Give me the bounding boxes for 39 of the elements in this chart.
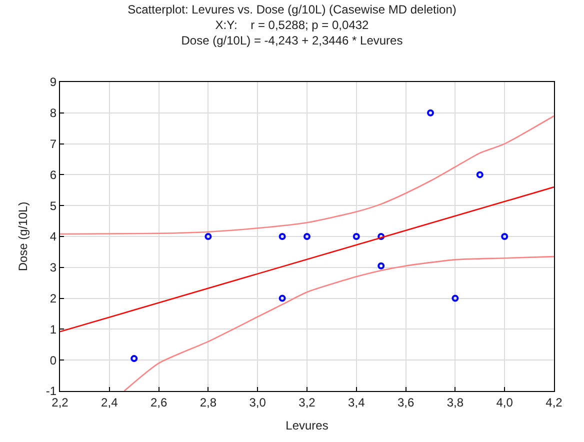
text: Dose (g/10L) = -4,243 + 2,3446 * Levures [181, 33, 403, 48]
x-tick-label: 2,4 [101, 395, 118, 410]
point [378, 233, 385, 240]
chart-subtitle: X:Y: r = 0,5288; p = 0,0432 [215, 18, 370, 32]
x-tick-label: 3,2 [298, 395, 316, 410]
y-tick-label: 4 [50, 230, 57, 244]
y-tick-label: 9 [50, 75, 57, 90]
x-tick-label: 2,6 [150, 395, 168, 410]
chart-title: Scatterplot: Levures vs. Dose (g/10L) (Casewise MD deletion) [128, 2, 456, 16]
y-tick-label: 0 [50, 353, 57, 368]
point [501, 233, 508, 240]
x-tick-label: 3,6 [397, 395, 414, 410]
point [476, 171, 484, 178]
y-tick-label: 8 [50, 106, 57, 120]
point [278, 294, 286, 302]
x-axis-title: Levures [286, 418, 328, 432]
y-tick-label: 6 [50, 168, 57, 182]
y-tick-label: 2 [50, 292, 57, 306]
x-tick-label: 4,2 [546, 395, 563, 410]
point [452, 294, 459, 302]
point [352, 233, 360, 240]
point [278, 233, 286, 240]
point [204, 233, 212, 240]
y-tick-label: 3 [50, 260, 57, 275]
y-axis-title: Dose (g/10L) [16, 202, 30, 272]
x-tick-label: 2,8 [200, 395, 217, 410]
point [427, 109, 434, 116]
point [130, 355, 138, 362]
y-tick-label: 1 [50, 322, 57, 336]
x-tick-label: 3,8 [446, 395, 464, 410]
point [304, 233, 310, 240]
line-series [60, 115, 554, 235]
point [378, 262, 385, 270]
line-series [124, 256, 554, 391]
y-tick-label: 5 [50, 198, 57, 213]
x-tick-label: 3,4 [348, 395, 366, 410]
x-tick-label: 4,0 [496, 395, 514, 410]
x-tick-label: 3,0 [249, 395, 266, 410]
y-tick-label: 7 [50, 137, 57, 151]
